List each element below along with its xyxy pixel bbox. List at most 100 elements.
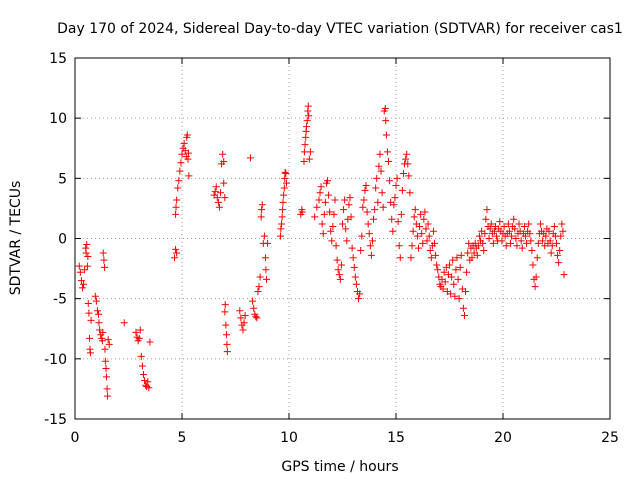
data-point (463, 268, 471, 276)
data-point (99, 328, 107, 336)
data-point (278, 213, 286, 221)
data-point (223, 331, 231, 339)
data-point (394, 218, 402, 226)
y-tick-label: -10 (44, 352, 67, 368)
data-point (337, 261, 345, 269)
data-point (449, 256, 457, 264)
data-point (419, 239, 427, 247)
data-point (413, 232, 421, 240)
data-point (402, 155, 410, 163)
data-point (83, 241, 91, 249)
data-point (350, 263, 358, 271)
data-point (465, 239, 473, 247)
data-point (76, 268, 84, 276)
data-point (263, 275, 271, 283)
data-point (451, 292, 459, 300)
data-point (539, 237, 547, 245)
data-point (457, 251, 465, 259)
y-tick-label: 5 (58, 171, 67, 187)
data-point (475, 232, 483, 240)
data-point (508, 232, 516, 240)
data-point (320, 210, 328, 218)
data-point (528, 247, 536, 255)
data-point (423, 237, 431, 245)
data-point (95, 319, 103, 327)
data-point (256, 273, 264, 281)
data-point (321, 198, 329, 206)
data-point (172, 245, 180, 253)
data-point (318, 220, 326, 228)
y-tick-label: 10 (49, 111, 67, 127)
data-point (86, 334, 94, 342)
data-point (410, 213, 418, 221)
data-point (517, 237, 525, 245)
data-point (136, 326, 144, 334)
data-point (418, 230, 426, 238)
data-point (521, 232, 529, 240)
data-point (262, 266, 270, 274)
data-point (378, 189, 386, 197)
data-point (214, 198, 222, 206)
data-point (84, 253, 92, 261)
data-point (313, 203, 321, 211)
data-point (359, 203, 367, 211)
data-point (326, 208, 334, 216)
data-point (358, 232, 366, 240)
data-point (144, 378, 152, 386)
data-point (534, 239, 542, 247)
data-point (212, 183, 220, 191)
data-point (546, 237, 554, 245)
data-point (555, 259, 563, 267)
data-point (498, 237, 506, 245)
data-point (246, 154, 254, 162)
data-point (257, 213, 265, 221)
data-point (479, 239, 487, 247)
data-point (424, 220, 432, 228)
y-tick-label: 15 (49, 51, 67, 67)
data-point (527, 237, 535, 245)
data-point (545, 227, 553, 235)
data-point (104, 336, 112, 344)
data-point (490, 227, 498, 235)
data-point (303, 123, 311, 131)
data-point (220, 179, 228, 187)
data-point (439, 285, 447, 293)
data-point (215, 203, 223, 211)
data-point (515, 220, 523, 228)
data-point (558, 220, 566, 228)
data-point (141, 376, 149, 384)
data-point (305, 112, 313, 120)
data-point (474, 242, 482, 250)
data-point (249, 297, 257, 305)
data-point (260, 232, 268, 240)
data-point (339, 220, 346, 228)
data-point (343, 237, 351, 245)
data-point (277, 225, 285, 233)
data-point (382, 117, 390, 125)
x-tick-label: 20 (494, 430, 512, 446)
data-point (356, 290, 364, 298)
y-tick-label: 0 (58, 232, 67, 248)
data-point (305, 155, 313, 163)
data-point (536, 220, 544, 228)
data-point (177, 159, 185, 167)
data-point (456, 263, 464, 271)
data-point (379, 203, 387, 211)
data-point (518, 244, 526, 252)
data-point (103, 385, 111, 393)
data-point (448, 273, 456, 281)
data-point (80, 280, 88, 288)
data-point (239, 326, 247, 334)
data-point (264, 239, 272, 247)
data-point (357, 247, 365, 255)
data-point (398, 186, 406, 194)
data-point (81, 266, 89, 274)
data-point (221, 301, 229, 309)
data-point (383, 148, 391, 156)
data-point (452, 266, 460, 274)
x-tick-label: 10 (280, 430, 298, 446)
data-point (361, 186, 369, 194)
data-point (500, 222, 508, 230)
data-point (83, 262, 91, 270)
data-point (92, 297, 100, 305)
